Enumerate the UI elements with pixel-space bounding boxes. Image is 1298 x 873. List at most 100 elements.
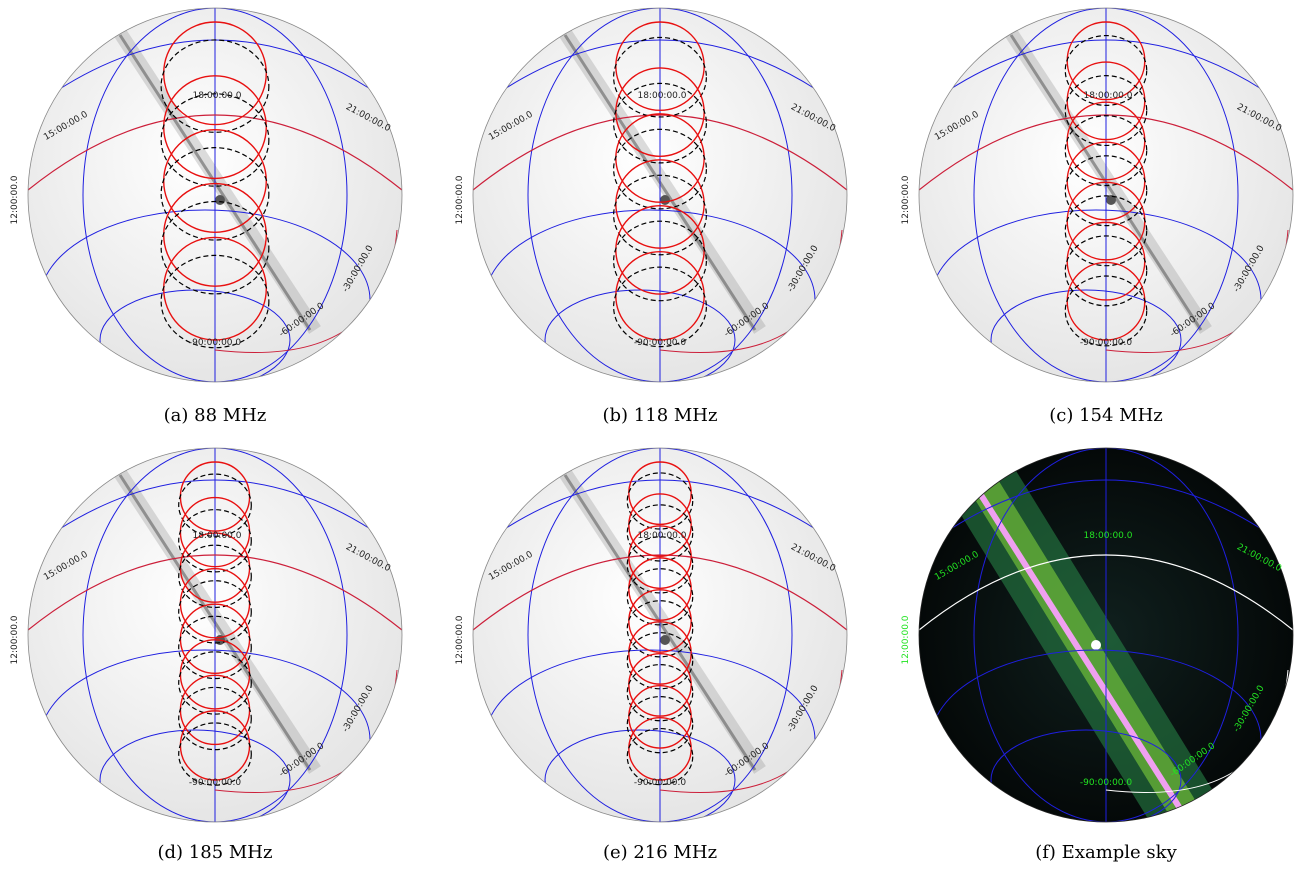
- beam-measured-circle: [613, 82, 707, 164]
- beam-measured-circle: [160, 147, 270, 241]
- label-dec-90: -90:00:00.0: [634, 338, 687, 348]
- sky-outline: [472, 447, 848, 823]
- caption-c: (c) 154 MHz: [1049, 405, 1163, 426]
- beam-measured-circle: [613, 36, 707, 118]
- beam-model-circle: [628, 525, 692, 589]
- beam-measured-circle: [178, 473, 252, 537]
- beam-model-circle: [628, 684, 692, 749]
- equator-line: [473, 554, 847, 631]
- beam-measured-circle: [1064, 235, 1148, 307]
- sky-outline: [27, 447, 403, 823]
- beam-measured-circle: [178, 686, 252, 751]
- galactic-center: [1106, 195, 1116, 205]
- label-dec-90: -90:00:00.0: [1080, 338, 1133, 348]
- caption-a: (a) 88 MHz: [163, 405, 267, 426]
- meridian-ellipse: [82, 8, 348, 382]
- caption-f: (f) Example sky: [1035, 842, 1177, 863]
- label-ra-edge: 12:00:00.0: [901, 615, 911, 664]
- beam-measured-circle: [626, 696, 694, 754]
- sky-map-b: 18:00:00.015:00:00.0 21:00:00.012:00:00.0…: [455, 7, 848, 383]
- beam-model-circle: [628, 653, 692, 717]
- label-dec-90: -90:00:00.0: [634, 778, 687, 788]
- label-ra-center: 18:00:00.0: [192, 91, 241, 101]
- equator-line: [919, 554, 1293, 631]
- parallel-minus60: [99, 729, 291, 822]
- label-ra-center: 18:00:00.0: [1083, 531, 1132, 541]
- panel-e: 18:00:00.0 15:00:00.0 21:00:00.0 12:00:00.0…: [450, 440, 870, 870]
- label-ra-edge: 12:00:00.0: [10, 175, 20, 224]
- beam-measured-circle: [613, 220, 707, 302]
- label-ra-center: 18:00:00.0: [192, 531, 241, 541]
- beam-model-circle: [628, 493, 692, 558]
- caption-b: (b) 118 MHz: [602, 405, 718, 426]
- beam-measured-circle: [613, 174, 707, 256]
- parallel-minus60: [544, 729, 736, 822]
- galactic-center: [660, 635, 670, 645]
- beam-measured-circle: [160, 39, 270, 133]
- beam-measured-circle: [178, 651, 252, 715]
- beam-measured-circle: [626, 600, 694, 658]
- label-dec-90: -90:00:00.0: [189, 778, 242, 788]
- equator-line: [28, 114, 402, 191]
- meridian-ellipse: [527, 8, 793, 382]
- beam-measured-circle: [160, 254, 270, 349]
- panel-f: 18:00:00.0 15:00:00.0 21:00:00.0 12:00:00.0…: [896, 440, 1298, 870]
- meridian-ellipse: [973, 448, 1239, 822]
- beam-measured-circle: [178, 580, 252, 644]
- parallel-upper: [502, 479, 818, 531]
- beam-model-circle: [628, 557, 692, 621]
- label-dec-90: -90:00:00.0: [189, 338, 242, 348]
- sky-outline: [472, 7, 848, 383]
- equator-line: [919, 114, 1293, 191]
- beam-measured-circle: [626, 632, 694, 690]
- sky-map-c: 18:00:00.015:00:00.0 21:00:00.012:00:00.0…: [901, 7, 1294, 383]
- caption-d: (d) 185 MHz: [157, 842, 273, 863]
- galactic-center: [660, 195, 670, 205]
- caption-e: (e) 216 MHz: [602, 842, 718, 863]
- parallel-upper: [502, 39, 818, 91]
- label-ra-edge: 12:00:00.0: [455, 615, 465, 664]
- beam-measured-circle: [1064, 195, 1148, 267]
- panel-b: 18:00:00.0 15:00:00.0 21:00:00.0 12:00:00.0…: [450, 0, 870, 430]
- label-ra-edge: 12:00:00.0: [10, 615, 20, 664]
- meridian-ellipse: [527, 448, 793, 822]
- beam-measured-circle: [1064, 115, 1148, 187]
- label-ra-edge: 12:00:00.0: [455, 175, 465, 224]
- beam-measured-circle: [178, 615, 252, 680]
- beam-measured-circle: [1064, 75, 1148, 147]
- parallel-upper: [57, 479, 373, 531]
- beam-measured-circle: [626, 727, 694, 786]
- beam-measured-circle: [626, 568, 694, 626]
- beam-model-circle: [628, 461, 692, 526]
- beam-model-circle: [628, 589, 692, 653]
- parallel-upper: [948, 479, 1264, 531]
- galactic-center: [1091, 640, 1101, 650]
- label-ra-center: 18:00:00.0: [637, 531, 686, 541]
- meridian-ellipse: [82, 448, 348, 822]
- beam-measured-circle: [613, 128, 707, 210]
- panel-d: 18:00:00.0 15:00:00.0 21:00:00.0 12:00:00.0…: [5, 440, 425, 870]
- beam-measured-circle: [178, 722, 252, 786]
- equator-line: [28, 554, 402, 631]
- sky-content: [28, 448, 402, 822]
- sky-map-d: 18:00:00.015:00:00.0 21:00:00.012:00:00.0…: [10, 447, 403, 823]
- beam-measured-circle: [613, 266, 707, 348]
- parallel-minus60: [990, 289, 1182, 382]
- sky-map-a: 18:00:00.015:00:00.0 21:00:00.012:00:00.0…: [10, 7, 403, 383]
- beam-model-circle: [628, 716, 692, 781]
- beam-measured-circle: [1064, 34, 1148, 106]
- beam-measured-circle: [160, 93, 270, 187]
- meridian-ellipse: [973, 8, 1239, 382]
- beam-measured-circle: [178, 509, 252, 573]
- parallel-minus60: [990, 729, 1182, 822]
- sky-map-f: 18:00:00.015:00:00.0 21:00:00.012:00:00.0…: [901, 447, 1294, 823]
- parallel-upper: [948, 39, 1264, 91]
- galactic-center: [215, 195, 225, 205]
- panel-a: 18:00:00.0 15:00:00.0 21:00:00.0 12:00:00.0…: [5, 0, 425, 430]
- label-ra-center: 18:00:00.0: [1083, 91, 1132, 101]
- label-dec-90: -90:00:00.0: [1080, 778, 1133, 788]
- sky-map-e: 18:00:00.015:00:00.0 21:00:00.012:00:00.0…: [455, 447, 848, 823]
- beam-measured-circle: [160, 200, 270, 295]
- panel-c: 18:00:00.0 15:00:00.0 21:00:00.0 12:00:00.0…: [896, 0, 1298, 430]
- sky-outline: [918, 7, 1294, 383]
